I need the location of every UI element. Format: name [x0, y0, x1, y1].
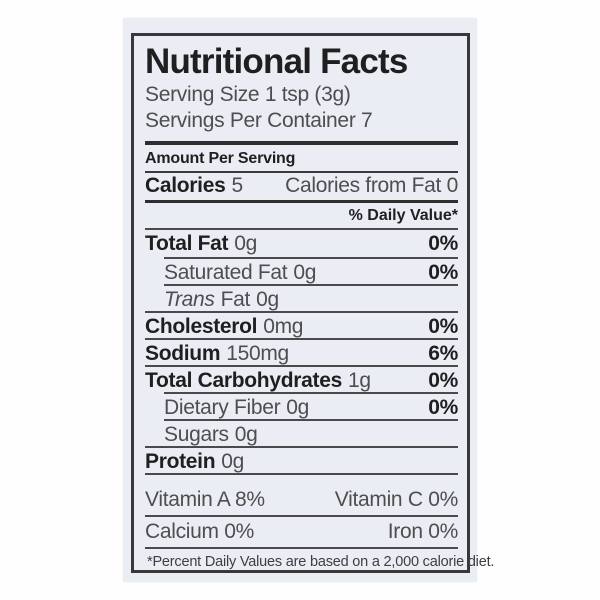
nutrient-row-total-fat: Total Fat 0g 0% — [145, 230, 458, 257]
nutrient-dv: 0% — [428, 369, 458, 392]
nutrient-amount: 0g — [293, 261, 317, 284]
nutrient-name: Total Carbohydrates — [145, 369, 342, 392]
iron-value: Iron 0% — [387, 520, 459, 543]
thick-divider — [145, 141, 458, 145]
nutrient-amount: 0g — [286, 396, 310, 419]
vitamin-a-value: Vitamin A 8% — [145, 488, 265, 511]
nutrient-amount: 0g — [234, 232, 258, 255]
nutrient-row-saturated-fat: Saturated Fat 0g 0% — [164, 257, 458, 284]
nutrient-row-total-carbohydrates: Total Carbohydrates 1g 0% — [145, 365, 458, 392]
vitamin-row-a-c: Vitamin A 8% Vitamin C 0% — [145, 485, 458, 517]
nutrient-name: Cholesterol — [145, 315, 258, 338]
vitamin-row-calcium-iron: Calcium 0% Iron 0% — [145, 517, 458, 549]
nutrient-row-sugars: Sugars 0g — [164, 419, 458, 446]
nutrient-dv: 0% — [428, 315, 458, 338]
daily-value-header: % Daily Value* — [145, 203, 458, 230]
calories-row: Calories 5 Calories from Fat 0 — [145, 173, 458, 203]
nutrient-dv: 0% — [428, 261, 458, 284]
nutrient-dv: 0% — [428, 232, 458, 255]
label-title: Nutritional Facts — [145, 42, 408, 81]
vitamin-section-gap — [145, 475, 458, 485]
nutrient-amount: 0g — [234, 423, 258, 446]
calories-value: 5 — [231, 174, 243, 197]
serving-size-text: Serving Size 1 tsp (3g) — [145, 83, 351, 106]
calories-from-fat: Calories from Fat 0 — [285, 174, 458, 197]
protein-bottom-rule — [145, 473, 458, 475]
nutrient-row-trans-fat: Trans Fat 0g — [164, 284, 458, 311]
nutrient-row-dietary-fiber: Dietary Fiber 0g 0% — [164, 392, 458, 419]
vitamin-c-value: Vitamin C 0% — [334, 488, 459, 511]
nutrient-amount: 0g — [221, 450, 245, 473]
nutrient-amount: 150mg — [226, 342, 289, 365]
nutrient-dv: 0% — [428, 396, 458, 419]
calcium-value: Calcium 0% — [145, 520, 255, 543]
nutrition-label-border-box: Nutritional Facts Serving Size 1 tsp (3g… — [131, 33, 495, 573]
nutrient-name: Protein — [145, 450, 216, 473]
nutrient-amount: 0mg — [263, 315, 304, 338]
nutrient-row-protein: Protein 0g — [145, 446, 458, 473]
nutrient-name: Sugars — [164, 423, 229, 446]
nutrient-name-italic: Trans — [164, 288, 215, 311]
nutrient-name: Sodium — [145, 342, 221, 365]
servings-per-container-text: Servings Per Container 7 — [145, 109, 373, 132]
nutrient-row-sodium: Sodium 150mg 6% — [145, 338, 458, 365]
calories-label: Calories — [145, 174, 226, 197]
nutrient-dv: 6% — [428, 342, 458, 365]
nutrition-label-card: Nutritional Facts Serving Size 1 tsp (3g… — [123, 18, 495, 582]
nutrient-amount: 0g — [256, 288, 279, 311]
nutrient-name: Dietary Fiber — [164, 396, 281, 419]
calories-label-group: Calories 5 — [145, 174, 243, 198]
nutrient-row-cholesterol: Cholesterol 0mg 0% — [145, 311, 458, 338]
amount-per-serving-heading: Amount Per Serving — [145, 148, 458, 173]
nutrient-name: Fat — [220, 288, 251, 311]
nutrient-amount: 1g — [347, 369, 371, 392]
nutrient-name: Total Fat — [145, 232, 229, 255]
nutrient-name: Saturated Fat — [164, 261, 288, 284]
daily-value-footnote: *Percent Daily Values are based on a 2,0… — [147, 554, 495, 570]
